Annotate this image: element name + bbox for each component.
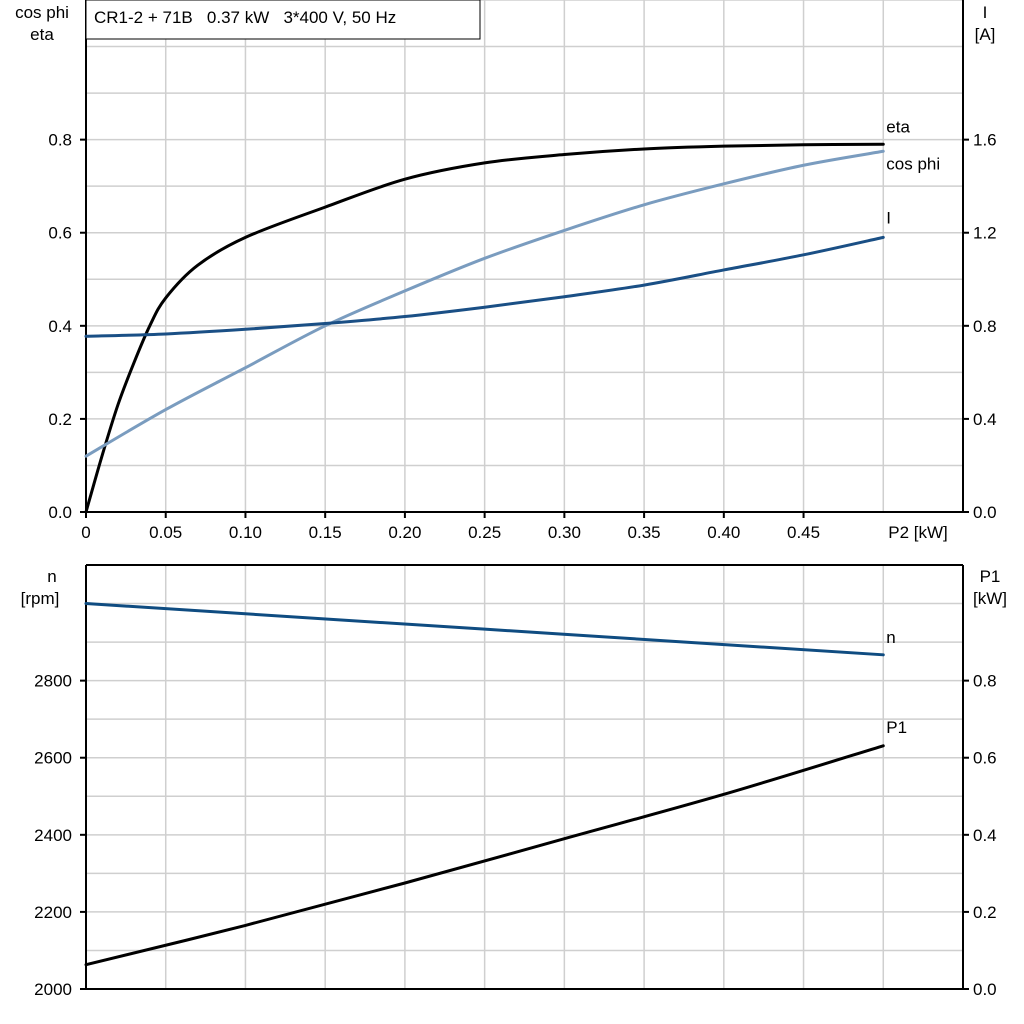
curve-n (84, 602, 885, 657)
bottom-right-axis-label-2: [kW] (973, 589, 1007, 608)
series-label-eta: eta (886, 117, 910, 136)
curve-i (84, 235, 885, 338)
bottom-left-axis-label-2: [rpm] (21, 589, 60, 608)
x-tick-label: 0 (81, 523, 90, 542)
right-tick-label: 0.8 (973, 672, 997, 691)
curve-p1 (84, 744, 885, 967)
left-tick-label: 2800 (34, 672, 72, 691)
title-box (85, 0, 481, 40)
right-tick-label: 0.2 (973, 903, 997, 922)
right-tick-label: 0.6 (973, 749, 997, 768)
right-tick-label: 0.0 (973, 503, 997, 522)
bottom-left-axis-label-1: n (47, 567, 56, 586)
series-label-i: I (886, 208, 891, 227)
left-axis-label-1: cos phi (15, 3, 69, 22)
left-tick-label: 2200 (34, 903, 72, 922)
right-tick-label: 0.4 (973, 826, 997, 845)
series-label-cos-phi: cos phi (886, 154, 940, 173)
series-label-p1: P1 (886, 718, 907, 737)
x-axis-label: P2 [kW] (888, 523, 948, 542)
x-tick-label: 0.25 (468, 523, 501, 542)
x-tick-label: 0.10 (229, 523, 262, 542)
bottom-right-axis-label-1: P1 (980, 567, 1001, 586)
x-tick-label: 0.05 (149, 523, 182, 542)
left-tick-label: 2400 (34, 826, 72, 845)
right-axis-label-2: [A] (975, 25, 996, 44)
curve-cos-phi (84, 149, 885, 458)
left-axis-label-2: eta (30, 25, 54, 44)
right-tick-label: 1.2 (973, 224, 997, 243)
right-tick-label: 0.4 (973, 410, 997, 429)
x-tick-label: 0.30 (548, 523, 581, 542)
series-label-n: n (886, 628, 895, 647)
right-tick-label: 0.8 (973, 317, 997, 336)
curve-eta (84, 142, 885, 514)
left-tick-label: 2600 (34, 749, 72, 768)
right-tick-label: 1.6 (973, 131, 997, 150)
x-tick-label: 0.40 (707, 523, 740, 542)
left-tick-label: 0.0 (48, 503, 72, 522)
x-tick-label: 0.35 (628, 523, 661, 542)
chart-title: CR1-2 + 71B 0.37 kW 3*400 V, 50 Hz (94, 8, 396, 27)
x-tick-label: 0.45 (787, 523, 820, 542)
left-tick-label: 2000 (34, 980, 72, 999)
left-tick-label: 0.4 (48, 317, 72, 336)
x-tick-label: 0.20 (388, 523, 421, 542)
right-tick-label: 0.0 (973, 980, 997, 999)
right-axis-label-1: I (983, 3, 988, 22)
x-tick-label: 0.15 (309, 523, 342, 542)
left-tick-label: 0.6 (48, 224, 72, 243)
left-tick-label: 0.2 (48, 410, 72, 429)
left-tick-label: 0.8 (48, 131, 72, 150)
